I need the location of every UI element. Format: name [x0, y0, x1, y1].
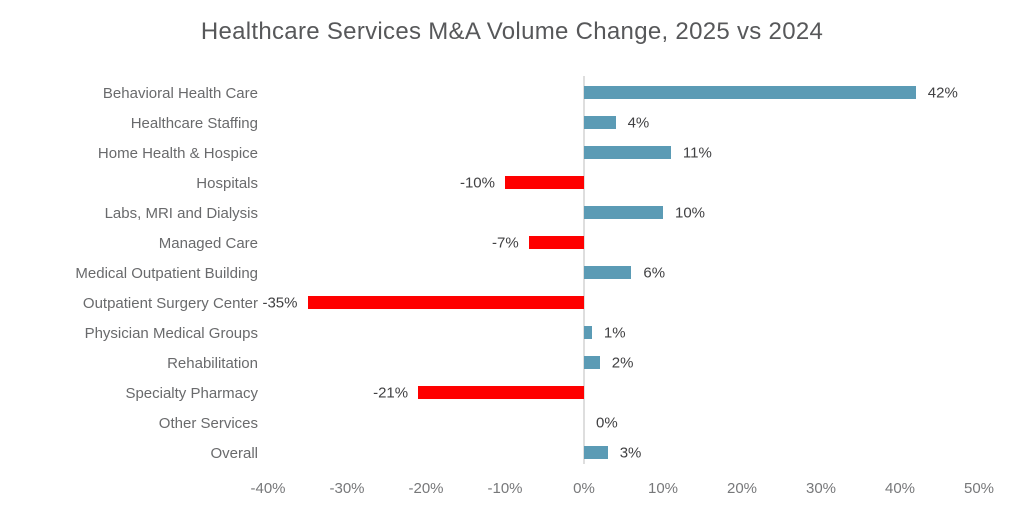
x-tick-label: 40%	[884, 480, 916, 497]
value-label: 0%	[596, 414, 618, 432]
bar-track: 1%	[268, 318, 979, 348]
bar-track: 4%	[268, 108, 979, 138]
x-tick-label: 30%	[805, 480, 837, 497]
bar-row: Medical Outpatient Building 6%	[0, 258, 1024, 288]
bar-track: 10%	[268, 198, 979, 228]
positive-bar	[584, 86, 916, 99]
bar-track: -10%	[268, 168, 979, 198]
category-label: Other Services	[158, 414, 258, 432]
x-tick-label: -40%	[250, 480, 286, 497]
x-tick-label: 10%	[647, 480, 679, 497]
bar-rows: Behavioral Health Care 42% Healthcare Staf…	[0, 78, 1024, 468]
x-tick-label: -30%	[329, 480, 365, 497]
value-label: -7%	[492, 234, 519, 252]
value-label: -35%	[262, 294, 298, 312]
value-label: -21%	[373, 384, 409, 402]
bar-track: -21%	[268, 378, 979, 408]
positive-bar	[584, 206, 663, 219]
bar-track: 3%	[268, 438, 979, 468]
positive-bar	[584, 116, 616, 129]
negative-bar	[307, 296, 584, 309]
category-label: Home Health & Hospice	[97, 144, 258, 162]
positive-bar	[584, 146, 671, 159]
bar-row: Outpatient Surgery Center -35%	[0, 288, 1024, 318]
bar-row: Rehabilitation 2%	[0, 348, 1024, 378]
negative-bar	[528, 236, 584, 249]
category-label: Physician Medical Groups	[84, 324, 258, 342]
value-label: 3%	[619, 444, 642, 462]
value-label: 10%	[675, 204, 706, 222]
bar-track: 2%	[268, 348, 979, 378]
value-label: 1%	[603, 324, 626, 342]
chart-title: Healthcare Services M&A Volume Change, 2…	[200, 18, 824, 45]
bar-row: Other Services 0%	[0, 408, 1024, 438]
positive-bar	[584, 326, 592, 339]
positive-bar	[584, 266, 632, 279]
value-label: 6%	[643, 264, 666, 282]
x-tick-label: -10%	[487, 480, 523, 497]
value-label: -10%	[459, 174, 495, 192]
bar-track: 6%	[268, 258, 979, 288]
category-label: Behavioral Health Care	[102, 84, 258, 102]
x-tick-label: -20%	[408, 480, 444, 497]
bar-row: Hospitals -10%	[0, 168, 1024, 198]
category-label: Rehabilitation	[167, 354, 258, 372]
bar-row: Physician Medical Groups 1%	[0, 318, 1024, 348]
category-label: Specialty Pharmacy	[125, 384, 258, 402]
category-label: Labs, MRI and Dialysis	[104, 204, 258, 222]
x-tick-label: 20%	[726, 480, 758, 497]
x-tick-label: 0%	[573, 480, 595, 497]
bar-row: Overall 3%	[0, 438, 1024, 468]
x-tick-label: 50%	[963, 480, 995, 497]
bar-row: Labs, MRI and Dialysis 10%	[0, 198, 1024, 228]
positive-bar	[584, 356, 600, 369]
category-label: Managed Care	[158, 234, 258, 252]
bar-track: 42%	[268, 78, 979, 108]
bar-row: Healthcare Staffing 4%	[0, 108, 1024, 138]
bar-track: 11%	[268, 138, 979, 168]
negative-bar	[418, 386, 584, 399]
x-axis: -40% -30% -20% -10% 0% 10% 20% 30% 40% 50%	[0, 480, 1024, 502]
category-label: Hospitals	[196, 174, 258, 192]
bar-track: -7%	[268, 228, 979, 258]
bar-row: Specialty Pharmacy -21%	[0, 378, 1024, 408]
category-label: Outpatient Surgery Center	[82, 294, 258, 312]
value-label: 2%	[611, 354, 634, 372]
bar-row: Managed Care -7%	[0, 228, 1024, 258]
positive-bar	[584, 446, 608, 459]
value-label: 11%	[682, 144, 712, 162]
category-label: Healthcare Staffing	[130, 114, 258, 132]
bar-row: Home Health & Hospice 11%	[0, 138, 1024, 168]
negative-bar	[505, 176, 584, 189]
value-label: 4%	[627, 114, 650, 132]
value-label: 42%	[927, 84, 958, 102]
category-label: Overall	[210, 444, 258, 462]
bar-track: 0%	[268, 408, 979, 438]
category-label: Medical Outpatient Building	[75, 264, 258, 282]
bar-row: Behavioral Health Care 42%	[0, 78, 1024, 108]
bar-track: -35%	[262, 288, 979, 318]
